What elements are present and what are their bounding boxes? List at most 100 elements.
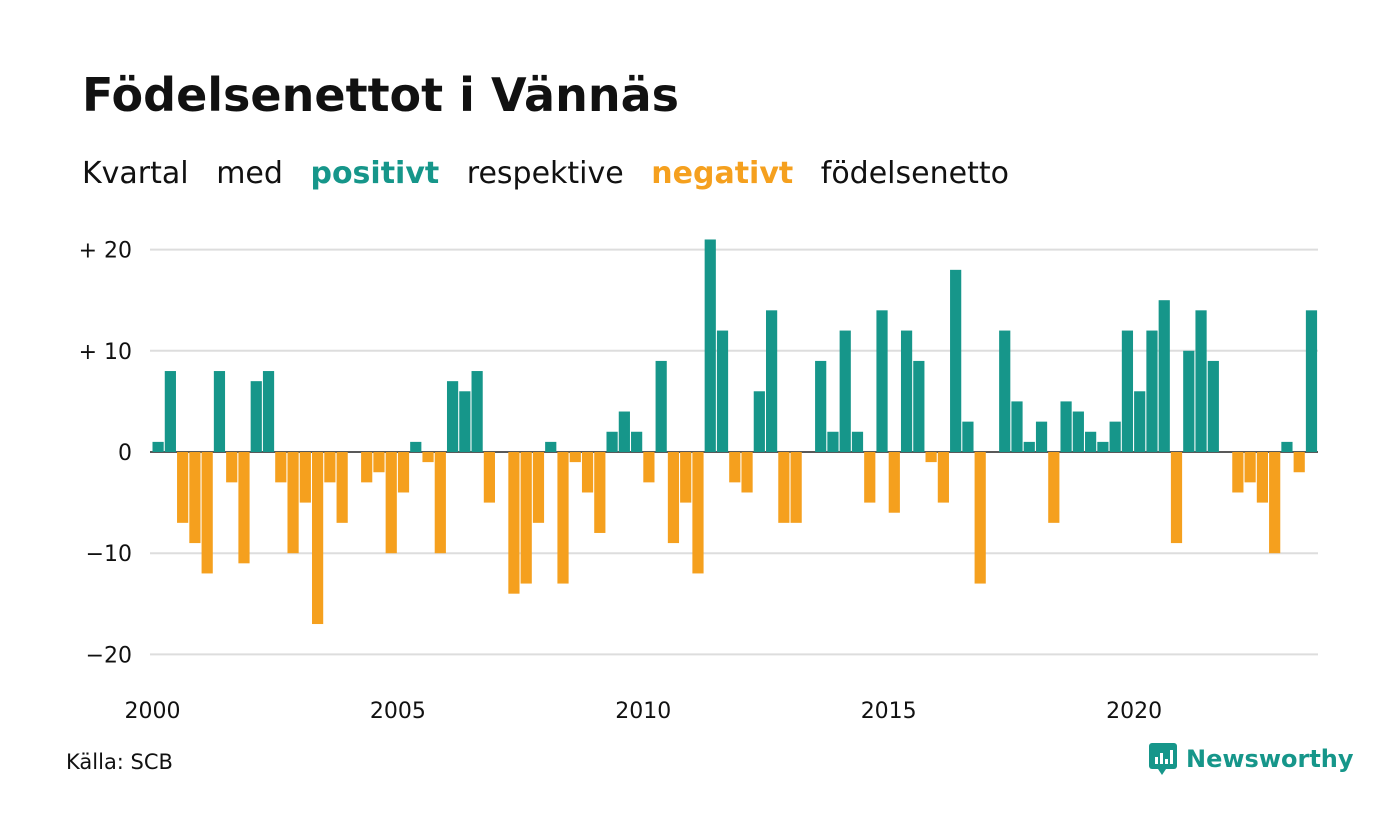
bar	[655, 360, 667, 452]
bar	[876, 310, 888, 452]
bar	[545, 441, 557, 452]
bar	[1195, 310, 1207, 452]
bar	[177, 452, 189, 523]
bar	[434, 452, 446, 554]
bar	[581, 452, 594, 493]
bar	[1109, 421, 1121, 452]
bar	[557, 452, 569, 584]
bar	[569, 452, 581, 463]
bar	[287, 452, 299, 554]
bar	[815, 360, 827, 452]
bar	[213, 371, 226, 452]
x-tick-label: 2005	[370, 699, 426, 724]
bar	[913, 360, 925, 452]
bar	[1183, 350, 1195, 452]
bar	[397, 452, 410, 493]
brand-name: Newsworthy	[1186, 745, 1354, 773]
bar	[164, 371, 176, 452]
bar	[1293, 452, 1305, 473]
bar	[631, 431, 643, 452]
bar	[741, 452, 753, 493]
bar	[1097, 441, 1109, 452]
bar	[680, 452, 692, 503]
bar	[1232, 452, 1244, 493]
bar	[1269, 452, 1281, 554]
bar	[508, 452, 520, 594]
bar	[1048, 452, 1060, 523]
bar	[1035, 421, 1048, 452]
bar	[606, 431, 618, 452]
bar	[790, 452, 802, 523]
bar	[483, 452, 495, 503]
bar	[753, 391, 765, 452]
bar	[361, 452, 373, 483]
y-tick-label: −10	[86, 542, 132, 567]
bar	[1305, 310, 1318, 452]
subtitle-word-kvartal: Kvartal	[82, 156, 189, 191]
bar	[385, 452, 397, 554]
bar	[1158, 300, 1170, 452]
newsworthy-logo-icon	[1149, 743, 1177, 775]
chart-subtitle: Kvartal med positivt respektive negativt…	[82, 156, 1027, 191]
x-tick-label: 2020	[1106, 699, 1162, 724]
bar	[446, 381, 459, 452]
bar	[851, 431, 864, 452]
brand-logo: Newsworthy	[1148, 742, 1354, 776]
bar	[299, 452, 311, 503]
y-tick-label: 0	[118, 441, 132, 466]
chart-title: Födelsenettot i Vännäs	[82, 68, 679, 122]
bar	[422, 452, 434, 463]
bar	[1207, 360, 1219, 452]
bar	[1281, 441, 1293, 452]
bar	[152, 441, 164, 452]
bar	[716, 330, 729, 452]
bar	[275, 452, 287, 483]
bar	[1023, 441, 1035, 452]
bar	[667, 452, 680, 544]
bar	[925, 452, 937, 463]
bar	[827, 431, 839, 452]
subtitle-word-respektive: respektive	[466, 156, 624, 191]
bar	[974, 452, 986, 584]
bar	[189, 452, 201, 544]
bar	[410, 441, 422, 452]
bar	[766, 310, 778, 452]
subtitle-word-med: med	[216, 156, 283, 191]
y-tick-label: −20	[86, 643, 132, 668]
bar	[839, 330, 851, 452]
bar	[1121, 330, 1134, 452]
bar	[201, 452, 213, 574]
bar	[950, 269, 962, 452]
subtitle-word-negative: negativt	[651, 156, 794, 191]
bar	[643, 452, 655, 483]
bar	[336, 452, 348, 523]
x-tick-label: 2010	[615, 699, 671, 724]
bar	[778, 452, 790, 523]
bar	[1244, 452, 1256, 483]
subtitle-word-positive: positivt	[310, 156, 440, 191]
bar	[692, 452, 704, 574]
bar	[900, 330, 913, 452]
bar	[1011, 401, 1023, 452]
source-label: Källa: SCB	[66, 750, 173, 774]
bar	[1256, 452, 1268, 503]
bar	[962, 421, 974, 452]
y-tick-label: + 20	[79, 239, 132, 264]
bar	[262, 371, 275, 452]
x-tick-label: 2015	[861, 699, 917, 724]
bar	[1170, 452, 1183, 544]
bar	[520, 452, 532, 584]
bars	[152, 239, 1318, 625]
bar	[324, 452, 336, 483]
bar	[1146, 330, 1158, 452]
bar	[937, 452, 949, 503]
bar	[312, 452, 324, 625]
bar	[618, 411, 630, 452]
subtitle-word-fodelsenetto: födelsenetto	[820, 156, 1009, 191]
bar	[471, 371, 483, 452]
x-tick-label: 2000	[125, 699, 181, 724]
bar	[999, 330, 1011, 452]
bar	[1085, 431, 1097, 452]
bar	[373, 452, 385, 473]
y-tick-label: + 10	[79, 340, 132, 365]
